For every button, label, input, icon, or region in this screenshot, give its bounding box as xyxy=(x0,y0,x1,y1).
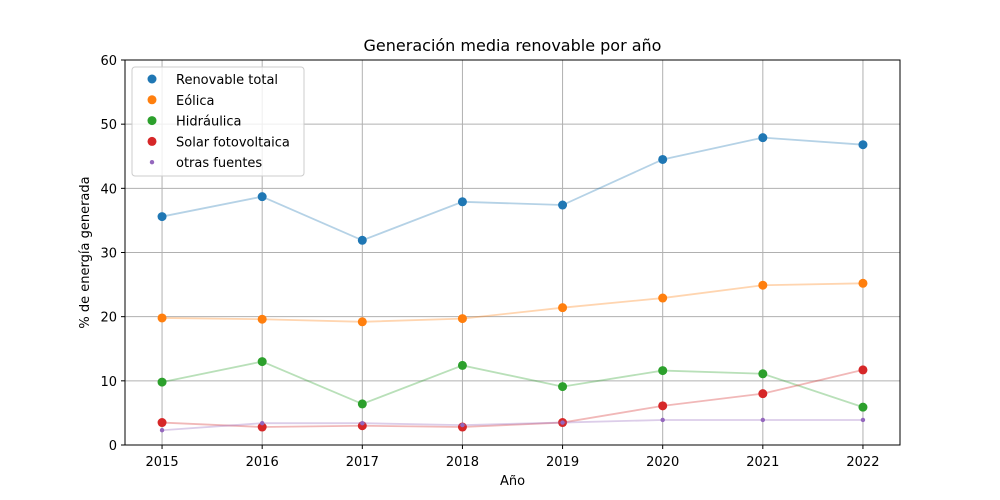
series-4 xyxy=(159,417,866,433)
data-point xyxy=(758,369,768,379)
x-tick-label: 2018 xyxy=(446,455,479,470)
data-point xyxy=(357,317,367,327)
legend-label: Renovable total xyxy=(176,73,278,88)
data-point xyxy=(858,278,868,288)
data-point xyxy=(460,422,465,428)
legend-marker xyxy=(147,95,157,105)
data-point xyxy=(257,357,267,367)
data-point xyxy=(457,314,467,324)
y-tick-label: 20 xyxy=(100,311,117,326)
data-point xyxy=(658,154,668,164)
x-tick-label: 2019 xyxy=(546,455,579,470)
x-tick-label: 2021 xyxy=(746,455,779,470)
data-point xyxy=(858,140,868,150)
data-point xyxy=(157,313,167,323)
data-point xyxy=(157,212,167,222)
series-layer xyxy=(157,133,868,433)
data-point xyxy=(357,399,367,409)
data-point xyxy=(660,417,665,423)
data-point xyxy=(457,197,467,207)
data-point xyxy=(558,382,568,392)
x-tick-label: 2017 xyxy=(346,455,379,470)
x-tick-label: 2022 xyxy=(846,455,879,470)
data-point xyxy=(257,422,267,432)
data-point xyxy=(357,235,367,245)
data-point xyxy=(159,428,165,433)
data-point xyxy=(558,200,568,210)
legend-marker xyxy=(149,160,155,165)
legend-marker xyxy=(147,136,157,146)
x-axis-title: Año xyxy=(500,474,525,489)
legend-frame xyxy=(131,66,305,177)
series-0 xyxy=(157,133,868,245)
series-1 xyxy=(157,278,868,327)
data-point xyxy=(257,314,267,324)
y-tick-label: 40 xyxy=(100,182,117,197)
data-point xyxy=(858,365,868,375)
x-tick-label: 2020 xyxy=(646,455,679,470)
data-point xyxy=(157,418,167,428)
data-point xyxy=(858,402,868,412)
data-point xyxy=(760,417,766,423)
y-tick-label: 0 xyxy=(109,439,117,454)
y-axis-title: % de energía generada xyxy=(78,176,93,328)
legend-label: Solar fotovoltaica xyxy=(176,135,290,150)
data-point xyxy=(259,420,265,426)
x-tick-label: 2015 xyxy=(146,455,179,470)
data-point xyxy=(558,303,568,313)
series-line xyxy=(161,136,864,242)
data-point xyxy=(658,366,668,376)
data-point xyxy=(360,420,365,426)
data-point xyxy=(560,420,565,425)
series-3 xyxy=(157,365,868,432)
data-point xyxy=(257,192,267,202)
series-line xyxy=(162,369,864,428)
legend-marker xyxy=(147,116,157,126)
chart-title: Generación media renovable por año xyxy=(364,36,662,55)
y-tick-label: 30 xyxy=(100,247,117,262)
data-point xyxy=(860,417,866,423)
series-line xyxy=(162,282,863,323)
data-point xyxy=(157,377,167,387)
y-tick-label: 60 xyxy=(100,54,117,69)
series-2 xyxy=(157,357,868,412)
data-point xyxy=(658,401,668,411)
x-tick-label: 2016 xyxy=(246,455,279,470)
legend: Renovable total Eólica Hidráulica Solar fot… xyxy=(131,66,305,177)
series-line xyxy=(161,360,864,408)
data-point xyxy=(758,280,768,290)
series-line xyxy=(161,419,863,432)
y-tick-label: 10 xyxy=(100,375,117,390)
legend-marker xyxy=(147,74,157,84)
data-point xyxy=(658,293,668,303)
legend-label: Eólica xyxy=(176,94,215,109)
data-point xyxy=(758,389,768,399)
data-point xyxy=(457,360,467,370)
data-point xyxy=(357,421,367,431)
data-point xyxy=(758,133,768,143)
legend-label: otras fuentes xyxy=(176,156,262,171)
axis-ticks: 2015 2016 2017 2018 2019 2020 2021 2022 0 10 20 30 4… xyxy=(100,54,879,470)
legend-label: Hidráulica xyxy=(176,115,242,130)
y-tick-label: 50 xyxy=(100,118,117,133)
